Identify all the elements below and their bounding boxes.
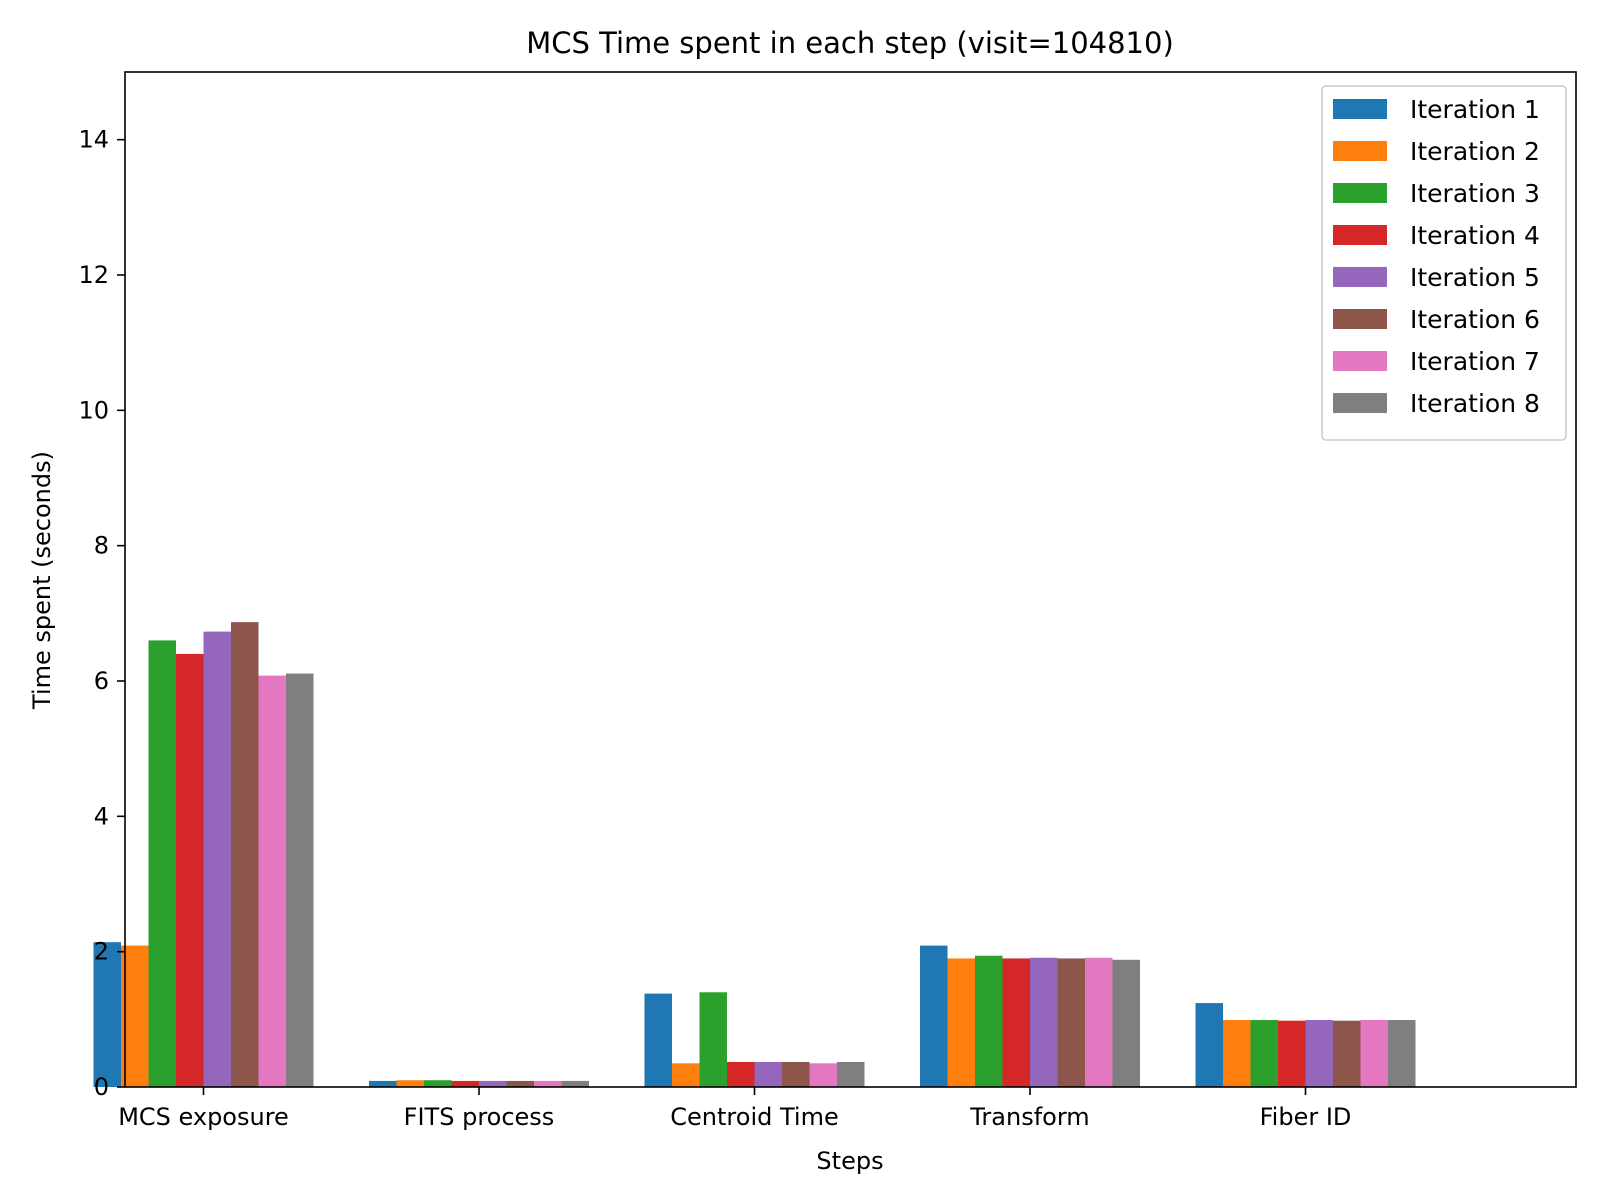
legend-label-8: Iteration 8	[1410, 389, 1540, 418]
bar-4-2	[451, 1080, 479, 1087]
x-tick-label-4: Transform	[969, 1103, 1089, 1131]
bar-3-4	[975, 955, 1003, 1087]
legend-swatch-5	[1333, 267, 1387, 287]
plot-frame	[124, 71, 1577, 1088]
bar-1-2	[369, 1080, 397, 1087]
x-axis-label: Steps	[816, 1147, 883, 1175]
y-tick-label-7: 12	[78, 261, 109, 289]
legend-swatch-2	[1333, 141, 1387, 161]
bar-8-5	[1388, 1020, 1416, 1087]
legend-label-6: Iteration 6	[1410, 305, 1540, 334]
legend-label-3: Iteration 3	[1410, 179, 1540, 208]
y-tick-label-4: 6	[94, 667, 109, 695]
legend-label-5: Iteration 5	[1410, 263, 1540, 292]
legend-label-7: Iteration 7	[1410, 347, 1540, 376]
bar-5-3	[754, 1061, 782, 1087]
bar-6-1	[231, 622, 259, 1087]
x-axis: MCS exposure FITS process Centroid Time Tra…	[118, 1087, 1351, 1131]
y-axis: 0 2 4 6 8 10 12 14	[78, 126, 125, 1101]
bar-7-4	[1085, 957, 1113, 1087]
y-tick-label-1: 0	[94, 1073, 109, 1101]
legend-label-4: Iteration 4	[1410, 221, 1540, 250]
bar-8-2	[561, 1080, 589, 1087]
x-tick-label-1: MCS exposure	[118, 1103, 289, 1131]
legend-swatch-4	[1333, 225, 1387, 245]
legend-swatch-6	[1333, 309, 1387, 329]
bar-5-5	[1305, 1020, 1333, 1087]
bar-3-3	[699, 992, 727, 1087]
bar-2-3	[672, 1063, 700, 1087]
bar-8-4	[1112, 959, 1140, 1087]
bar-3-2	[424, 1080, 452, 1087]
bar-4-3	[727, 1061, 755, 1087]
bar-3-1	[148, 640, 176, 1087]
bar-7-1	[258, 675, 286, 1087]
y-tick-label-2: 2	[94, 938, 109, 966]
bar-7-3	[809, 1063, 837, 1087]
bar-6-2	[506, 1080, 534, 1087]
legend-swatch-1	[1333, 99, 1387, 119]
bar-4-5	[1278, 1020, 1306, 1087]
x-tick-label-5: Fiber ID	[1260, 1103, 1352, 1131]
legend: Iteration 1 Iteration 2 Iteration 3 Iterati…	[1321, 85, 1567, 441]
bar-1-1	[93, 942, 121, 1087]
x-tick-label-3: Centroid Time	[670, 1103, 838, 1131]
bar-2-2	[396, 1080, 424, 1087]
bar-6-3	[782, 1061, 810, 1087]
chart-title: MCS Time spent in each step (visit=10481…	[526, 26, 1174, 60]
bar-5-4	[1030, 957, 1058, 1087]
y-axis-label: Time spent (seconds)	[28, 451, 56, 710]
legend-swatch-8	[1333, 393, 1387, 413]
legend-swatch-3	[1333, 183, 1387, 203]
bars-layer	[93, 622, 1416, 1087]
bar-4-1	[176, 653, 204, 1087]
bar-8-3	[837, 1061, 865, 1087]
bar-5-1	[203, 631, 231, 1087]
bar-1-4	[920, 945, 948, 1087]
bar-2-5	[1223, 1020, 1251, 1087]
bar-3-5	[1250, 1020, 1278, 1087]
bar-7-5	[1360, 1020, 1388, 1087]
bar-8-1	[286, 673, 314, 1087]
bar-1-5	[1195, 1003, 1223, 1087]
y-tick-label-6: 10	[78, 396, 109, 424]
legend-label-2: Iteration 2	[1410, 137, 1540, 166]
y-tick-label-3: 4	[94, 802, 109, 830]
bar-5-2	[479, 1080, 507, 1087]
bar-1-3	[644, 993, 672, 1087]
bar-2-4	[947, 958, 975, 1087]
legend-label-1: Iteration 1	[1410, 95, 1540, 124]
y-tick-label-8: 14	[78, 126, 109, 154]
legend-swatch-7	[1333, 351, 1387, 371]
bar-7-2	[534, 1080, 562, 1087]
bar-6-4	[1057, 958, 1085, 1087]
y-tick-label-5: 8	[94, 532, 109, 560]
bar-4-4	[1002, 958, 1030, 1087]
bar-6-5	[1333, 1020, 1361, 1087]
x-tick-label-2: FITS process	[404, 1103, 555, 1131]
